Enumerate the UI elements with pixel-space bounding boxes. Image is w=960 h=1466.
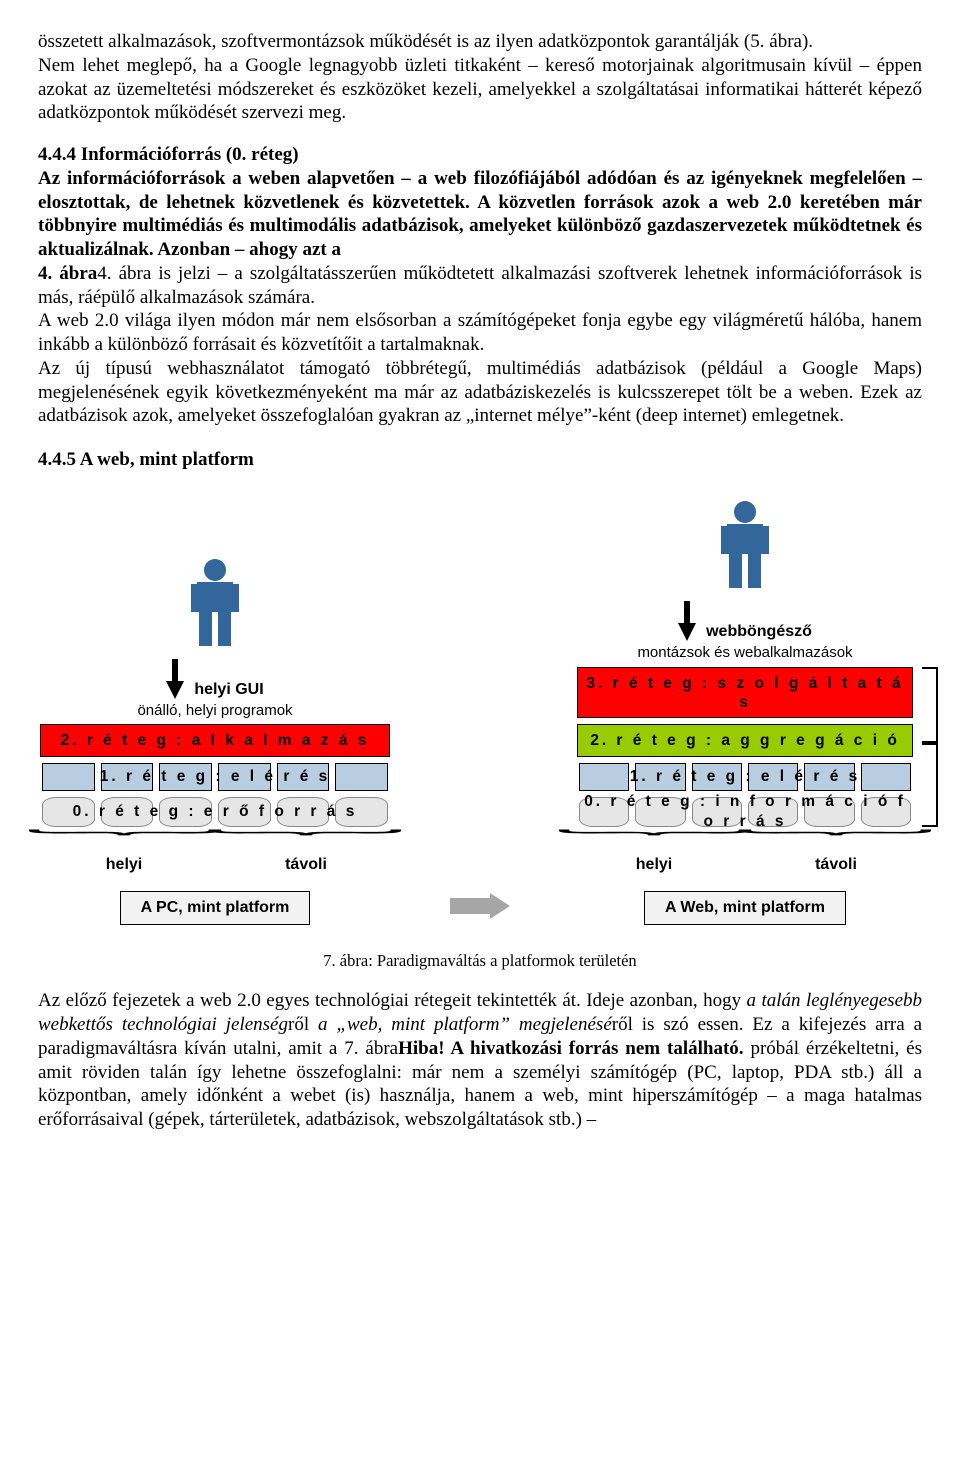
arrow-down-icon: [166, 681, 184, 699]
right-layer-1: 1. r é t e g : e l é r é s: [577, 763, 913, 791]
right-top-label: montázsok és webalkalmazások: [637, 644, 852, 663]
right-layer-3: 3. r é t e g : s z o l g á l t a t á s: [577, 667, 913, 719]
gui-label-right: webböngésző: [706, 622, 812, 642]
left-sub-helyi: helyi: [40, 855, 208, 875]
transition-arrow-icon: [450, 893, 510, 919]
closing-a: Az előző fejezetek a web 2.0 egyes techn…: [38, 990, 747, 1011]
paragraph-1a: összetett alkalmazások, szoftvermontázso…: [38, 30, 922, 54]
closing-italic-2: a „web, mint platform” megjelenésé: [318, 1014, 612, 1035]
person-icon: [187, 558, 243, 648]
left-layer-0: 0. r é t e g : e r ő f o r r á s: [40, 797, 390, 827]
person-icon: [717, 500, 773, 590]
heading-444: 4.4.4 Információforrás (0. réteg): [38, 144, 299, 165]
right-sub-tavoli: távoli: [752, 855, 920, 875]
feedback-pipe-upper: [922, 667, 938, 744]
after-bold: 4. ábra4. ábra is jelzi – a szolgáltatás…: [38, 262, 922, 310]
arrow-down-icon: [678, 623, 696, 641]
right-sub-helyi: helyi: [570, 855, 738, 875]
left-sub-row: helyi távoli: [40, 855, 390, 875]
bold-run-text: Az információforrások a weben alapvetően…: [38, 168, 922, 260]
left-platform-box: A PC, mint platform: [120, 891, 311, 925]
bold-paragraph: Az információforrások a weben alapvetően…: [38, 167, 922, 262]
right-sub-row: helyi távoli: [570, 855, 920, 875]
closing-b: ről: [288, 1014, 318, 1035]
right-layer-0: 0. r é t e g : i n f o r m á c i ó f o r…: [577, 797, 913, 827]
fig-ref-4: 4. ábra: [38, 263, 97, 284]
gui-row-left: helyi GUI: [166, 680, 263, 700]
diagram-right-column: webböngésző montázsok és webalkalmazások…: [570, 500, 920, 925]
gui-row-right: webböngésző: [678, 622, 812, 642]
left-sub-tavoli: távoli: [222, 855, 390, 875]
closing-paragraph: Az előző fejezetek a web 2.0 egyes techn…: [38, 989, 922, 1132]
para-web20: A web 2.0 világa ilyen módon már nem els…: [38, 309, 922, 357]
platform-diagram: helyi GUI önálló, helyi programok 2. r é…: [40, 500, 920, 972]
right-layer-1-text: 1. r é t e g : e l é r é s: [630, 767, 861, 786]
para-dbs: Az új típusú webhasználatot támogató töb…: [38, 357, 922, 428]
left-layer-0-text: 0. r é t e g : e r ő f o r r á s: [73, 802, 358, 821]
left-top-label: önálló, helyi programok: [137, 702, 292, 721]
diagram-left-column: helyi GUI önálló, helyi programok 2. r é…: [40, 558, 390, 925]
right-platform-box: A Web, mint platform: [644, 891, 846, 925]
heading-444-block: 4.4.4 Információforrás (0. réteg): [38, 143, 922, 167]
figure-7-caption: 7. ábra: Paradigmaváltás a platformok te…: [40, 951, 920, 972]
left-layer-2: 2. r é t e g : a l k a l m a z á s: [40, 724, 390, 756]
gui-label-left: helyi GUI: [194, 680, 263, 700]
heading-445: 4.4.5 A web, mint platform: [38, 448, 922, 472]
right-layer-2: 2. r é t e g : a g g r e g á c i ó: [577, 724, 913, 756]
closing-error-ref: Hiba! A hivatkozási forrás nem található…: [398, 1038, 743, 1059]
left-layer-1-text: 1. r é t e g : e l é r é s: [100, 767, 331, 786]
feedback-pipe-lower: [922, 743, 938, 826]
left-layer-1: 1. r é t e g : e l é r é s: [40, 763, 390, 791]
right-braces: ︸︸: [570, 831, 920, 851]
right-layer-0-text: 0. r é t e g : i n f o r m á c i ó f o r…: [577, 792, 913, 831]
paragraph-1b: Nem lehet meglepő, ha a Google legnagyob…: [38, 54, 922, 125]
after-bold-rest: 4. ábra is jelzi – a szolgáltatásszerűen…: [38, 263, 922, 308]
